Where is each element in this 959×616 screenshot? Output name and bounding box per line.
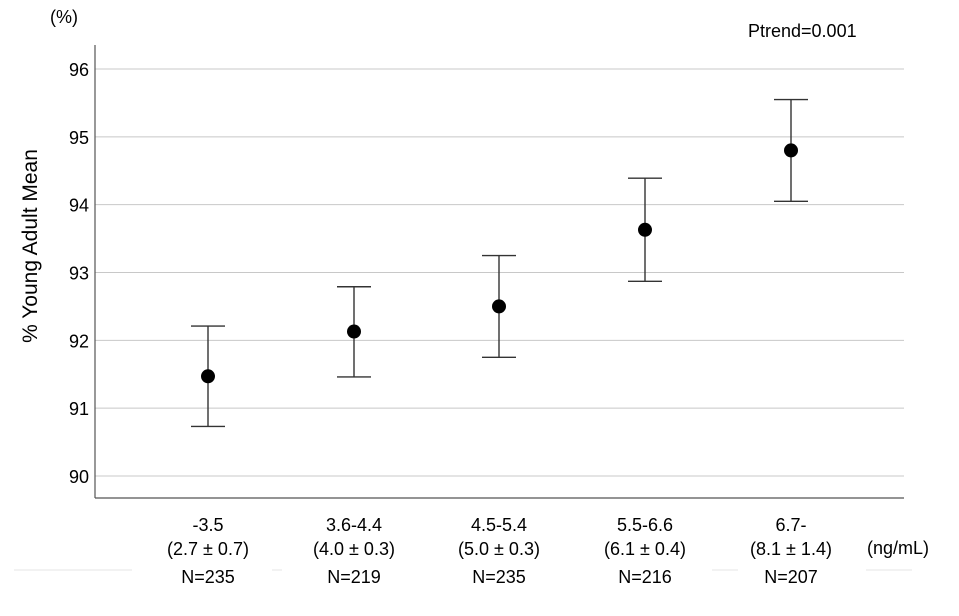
y-tick-label: 92 [69, 331, 89, 351]
data-point [638, 222, 652, 237]
data-point-group [482, 254, 516, 358]
category-mean-sd-label: (2.7 ± 0.7) [167, 539, 249, 559]
x-category-labels: -3.5 (2.7 ± 0.7) N=235 3.6-4.4 (4.0 ± 0.3) N=… [167, 515, 832, 587]
y-tick-label: 96 [69, 60, 89, 80]
category-range-label: 3.6-4.4 [326, 515, 382, 535]
y-axis-title: % Young Adult Mean [19, 149, 42, 343]
y-tick-label: 95 [69, 128, 89, 148]
y-unit-label: (%) [50, 7, 78, 27]
data-point [784, 143, 798, 158]
category-n-label: N=219 [327, 567, 381, 587]
category-range-label: 5.5-6.6 [617, 515, 673, 535]
data-point [347, 324, 361, 339]
category-mean-sd-label: (4.0 ± 0.3) [313, 539, 395, 559]
y-tick-label: 90 [69, 467, 89, 487]
category-n-label: N=235 [472, 567, 526, 587]
y-tick-label: 94 [69, 196, 89, 216]
data-point [201, 369, 215, 384]
category-range-label: 4.5-5.4 [471, 515, 527, 535]
ptrend-annotation: Ptrend=0.001 [748, 21, 857, 41]
data-point-group [774, 98, 808, 202]
category-mean-sd-label: (6.1 ± 0.4) [604, 539, 686, 559]
data-point-group [628, 177, 662, 283]
y-tick-labels: 90 91 92 93 94 95 96 [69, 60, 89, 487]
category-n-label: N=235 [181, 567, 235, 587]
category-range-label: -3.5 [192, 515, 223, 535]
data-point-group [337, 286, 371, 378]
category-n-label: N=216 [618, 567, 672, 587]
y-tick-label: 91 [69, 399, 89, 419]
data-point [492, 299, 506, 314]
y-tick-label: 93 [69, 264, 89, 284]
category-mean-sd-label: (8.1 ± 1.4) [750, 539, 832, 559]
data-marks [191, 98, 808, 428]
category-n-label: N=207 [764, 567, 818, 587]
category-range-label: 6.7- [775, 515, 806, 535]
x-unit-label: (ng/mL) [867, 538, 929, 558]
data-point-group [191, 325, 225, 428]
category-mean-sd-label: (5.0 ± 0.3) [458, 539, 540, 559]
